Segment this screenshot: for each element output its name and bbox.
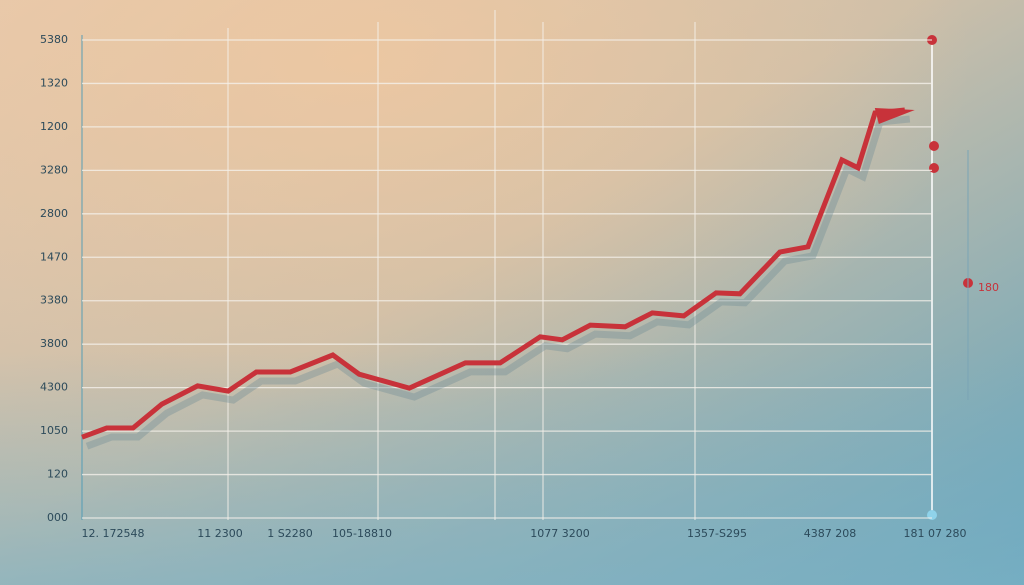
y-tick-label: 1050 — [40, 424, 68, 437]
line — [81, 107, 906, 440]
annotation: 180 — [978, 281, 999, 294]
x-tick-label: 12. 172548 — [82, 527, 145, 540]
x-tick-label: 4387 208 — [804, 527, 857, 540]
x-tick-label: 105-18810 — [332, 527, 392, 540]
x-tick-label: 11 2300 — [197, 527, 243, 540]
x-tick-label: 181 07 280 — [904, 527, 967, 540]
y-tick-label: 120 — [47, 468, 68, 481]
vertical-grid — [81, 10, 933, 520]
y-tick-label: 2800 — [40, 207, 68, 220]
y-tick-label: 3800 — [40, 337, 68, 350]
x-tick-label: 1 S2280 — [267, 527, 312, 540]
x-tick-label: 1077 3200 — [530, 527, 590, 540]
line-shadow — [85, 115, 911, 450]
marker-dot — [929, 163, 939, 173]
x-tick-label: 1357-S295 — [687, 527, 747, 540]
arrow-head — [874, 107, 915, 124]
y-tick-label: 000 — [47, 511, 68, 524]
y-tick-label: 3380 — [40, 294, 68, 307]
y-tick-label: 1470 — [40, 250, 68, 263]
y-tick-label: 3280 — [40, 163, 68, 176]
marker-dot — [929, 141, 939, 151]
y-tick-label: 5380 — [40, 33, 68, 46]
y-tick-label: 1200 — [40, 120, 68, 133]
y-tick-label: 1320 — [40, 76, 68, 89]
y-tick-label: 4300 — [40, 381, 68, 394]
